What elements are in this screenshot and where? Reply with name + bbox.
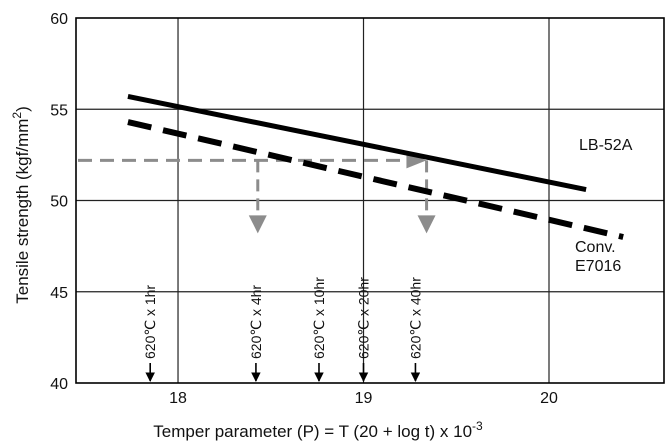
time-marker-label: 620℃ x 20hr bbox=[356, 277, 372, 359]
y-tick-label: 60 bbox=[50, 11, 68, 28]
y-axis-title: Tensile strength (kgf/mm2) bbox=[10, 106, 32, 304]
y-tick-label: 45 bbox=[50, 285, 68, 302]
y-tick-label: 40 bbox=[50, 376, 68, 393]
series-label: LB-52A bbox=[579, 137, 633, 154]
time-marker-label: 620℃ x 4hr bbox=[248, 285, 264, 359]
tick-labels: 40 45 50 55 60 18 19 20 bbox=[50, 11, 558, 407]
time-markers: 620℃ x 1hr 620℃ x 4hr 620℃ x 10hr 620℃ x 20… bbox=[142, 277, 423, 381]
series-label: E7016 bbox=[575, 258, 621, 275]
x-axis-title: Temper parameter (P) = T (20 + log t) x … bbox=[153, 419, 483, 441]
x-tick-label: 18 bbox=[169, 390, 187, 407]
x-tick-label: 20 bbox=[540, 390, 558, 407]
series-lines: LB-52A Conv. E7016 bbox=[128, 96, 633, 275]
x-tick-label: 19 bbox=[355, 390, 373, 407]
time-marker-label: 620℃ x 10hr bbox=[311, 277, 327, 359]
drop-arrowhead bbox=[249, 215, 267, 233]
y-tick-label: 55 bbox=[50, 102, 68, 119]
reference-arrows bbox=[78, 152, 436, 233]
y-tick-label: 50 bbox=[50, 194, 68, 211]
drop-arrowhead bbox=[418, 215, 436, 233]
time-marker-label: 620℃ x 40hr bbox=[407, 277, 423, 359]
series-label: Conv. bbox=[575, 239, 616, 256]
time-marker-label: 620℃ x 1hr bbox=[142, 285, 158, 359]
